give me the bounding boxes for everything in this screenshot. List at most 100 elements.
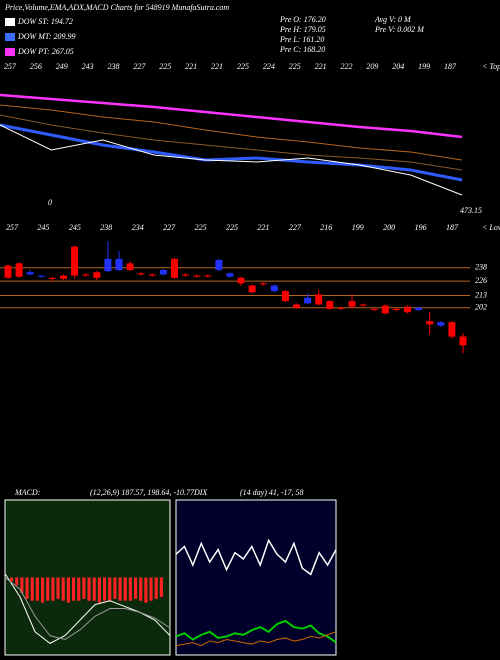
candle-body [215, 260, 223, 270]
candle-body [370, 308, 378, 310]
histogram-bar [139, 577, 143, 601]
low-label: 227 [163, 223, 176, 232]
top-label: 243 [82, 62, 94, 71]
top-label: 221 [185, 62, 197, 71]
low-note: < Lows [482, 223, 500, 232]
candle-body [459, 336, 467, 346]
volume-stat: Avg V: 0 M [374, 15, 412, 24]
candle-body [237, 277, 245, 284]
top-label: 209 [366, 62, 378, 71]
candle-body [204, 275, 212, 277]
low-label: 216 [320, 223, 332, 232]
series-line [0, 104, 463, 161]
low-label: 245 [69, 223, 81, 232]
series-line [0, 124, 463, 196]
low-label: 221 [257, 223, 269, 232]
histogram-bar [25, 577, 29, 599]
low-label: 200 [383, 223, 395, 232]
histogram-bar [118, 577, 122, 601]
candle-body [259, 283, 267, 285]
candle-body [4, 265, 12, 278]
histogram-bar [46, 577, 50, 601]
candle-body [15, 263, 23, 277]
histogram-bar [66, 577, 70, 603]
histogram-bar [35, 577, 39, 601]
series-line [175, 538, 337, 576]
candle-body [437, 322, 445, 326]
candle-body [337, 307, 345, 309]
low-label: 225 [226, 223, 238, 232]
top-label: 257 [4, 62, 17, 71]
series-line [175, 631, 337, 647]
candle-body [159, 270, 167, 275]
top-note: < Tops [482, 62, 500, 71]
stat: Pre C: 168.20 [279, 45, 325, 54]
histogram-bar [154, 577, 158, 599]
histogram-bar [123, 577, 127, 601]
histogram-bar [128, 577, 132, 601]
histogram-bar [87, 577, 91, 601]
candle-body [59, 275, 67, 279]
candle-body [93, 272, 101, 278]
low-label: 225 [195, 223, 207, 232]
histogram-bar [77, 577, 81, 601]
top-label: 225 [289, 62, 301, 71]
candle-body [182, 274, 190, 276]
low-label: 238 [100, 223, 112, 232]
candle-body [348, 301, 356, 307]
candle-body [37, 275, 45, 277]
annotation: 0 [48, 198, 52, 207]
volume-stat: Pre V: 0.002 M [374, 25, 425, 34]
panel-background [175, 499, 337, 656]
candle-body [381, 305, 389, 314]
histogram-bar [10, 577, 14, 582]
histogram-bar [144, 577, 148, 603]
top-label: 221 [315, 62, 327, 71]
candle-body [326, 301, 334, 309]
candle-body [415, 307, 423, 310]
candle-body [137, 273, 145, 275]
candle-body [293, 304, 301, 308]
histogram-bar [72, 577, 76, 601]
price-label: 473.15 [460, 206, 482, 215]
candle-body [359, 304, 367, 306]
y-tick-label: 238 [475, 263, 487, 272]
candle-body [71, 246, 79, 276]
histogram-bar [61, 577, 65, 601]
histogram-bar [97, 577, 101, 603]
series-line [0, 93, 463, 139]
histogram-bar [108, 577, 112, 601]
legend-label: DOW MT: 209.99 [17, 32, 76, 41]
series-line [175, 619, 337, 644]
series-line [0, 114, 463, 171]
histogram-bar [113, 577, 117, 599]
low-label: 199 [352, 223, 364, 232]
candle-body [26, 272, 34, 275]
histogram-bar [41, 577, 45, 603]
panel-params: (12,26,9) 187.57, 198.64, -10.77DIX [90, 488, 208, 497]
candle-body [315, 294, 323, 305]
candle-body [193, 275, 201, 277]
top-label: 199 [418, 62, 430, 71]
top-label: 256 [30, 62, 42, 71]
candle-body [226, 273, 234, 277]
low-label: 257 [6, 223, 19, 232]
candle-body [404, 306, 412, 313]
top-label: 225 [159, 62, 171, 71]
histogram-bar [51, 577, 55, 601]
stat: Pre O: 176.20 [279, 15, 326, 24]
candle-body [248, 285, 256, 293]
candle-body [170, 258, 178, 278]
top-label: 225 [237, 62, 249, 71]
histogram-bar [82, 577, 86, 599]
top-label: 221 [211, 62, 223, 71]
histogram-bar [56, 577, 60, 599]
histogram-bar [149, 577, 153, 601]
low-label: 234 [132, 223, 144, 232]
histogram-bar [20, 577, 24, 593]
low-label: 187 [446, 223, 459, 232]
stat: Pre L: 161.20 [279, 35, 324, 44]
page-title: Price,Volume,EMA,ADX,MACD Charts for 548… [4, 3, 229, 12]
candle-body [126, 263, 134, 270]
